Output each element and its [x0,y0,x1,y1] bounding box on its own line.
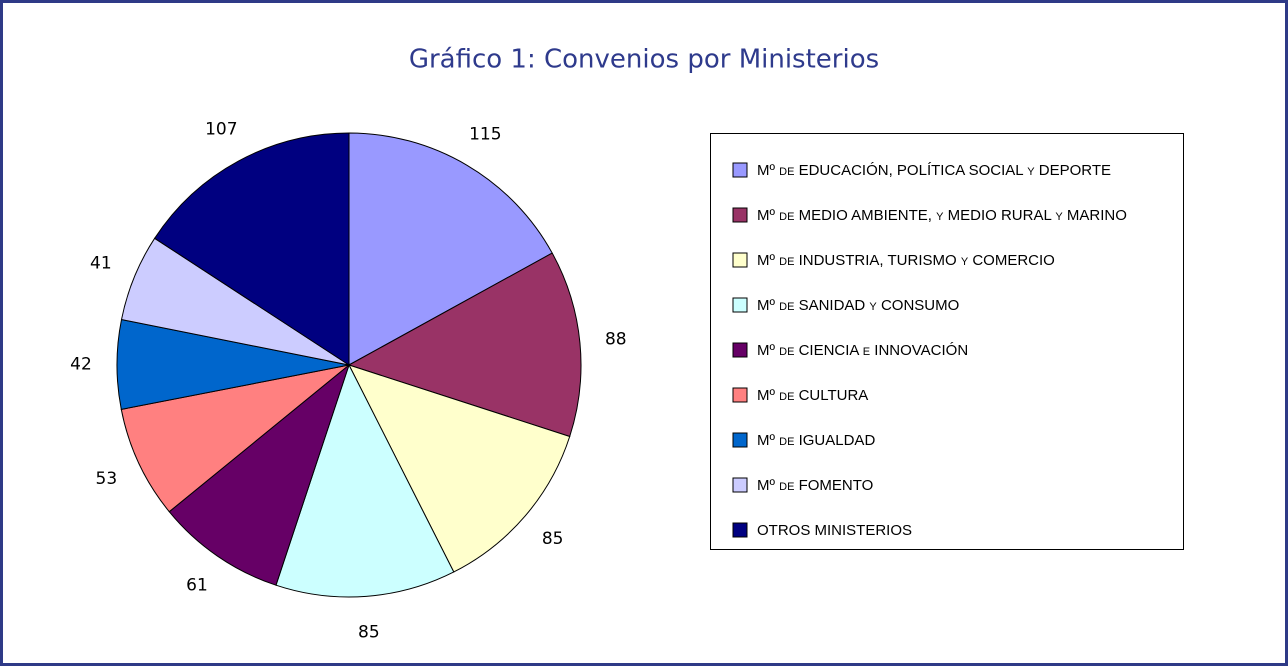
data-label: 53 [96,469,118,489]
legend-label: Mº de MEDIO AMBIENTE, y MEDIO RURAL y MA… [757,207,1127,224]
legend-swatch [732,342,748,358]
legend-swatch [732,252,748,268]
legend-swatch [732,297,748,313]
legend-label: Mº de INDUSTRIA, TURISMO y COMERCIO [757,252,1055,269]
pie-slice [347,252,582,438]
pie-slice [348,364,571,573]
pie-slice [348,132,553,366]
data-label: 88 [605,330,627,350]
legend-label: Mº de CIENCIA e INNOVACIÓN [757,342,968,359]
pie-slice [168,363,351,586]
data-label: 61 [186,576,208,596]
chart-title: Gráfico 1: Convenios por Ministerios [409,45,879,75]
data-label: 85 [358,622,380,642]
pie-slice [153,132,350,366]
data-label: 115 [469,124,501,144]
legend-swatch [732,522,748,538]
data-label: 107 [205,119,237,139]
pie-slice [275,363,455,598]
legend-label: OTROS MINISTERIOS [757,522,912,539]
legend-swatch [732,432,748,448]
data-label: 42 [70,354,92,374]
pie-slice [120,364,350,513]
legend-swatch [732,162,748,178]
legend-label: Mº de CULTURA [757,387,868,404]
legend-label: Mº de EDUCACIÓN, POLÍTICA SOCIAL y DEPOR… [757,162,1111,179]
legend-label: Mº de IGUALDAD [757,432,875,449]
legend-label: Mº de SANIDAD y CONSUMO [757,297,959,314]
legend-box [710,133,1184,550]
legend-swatch [732,477,748,493]
data-label: 85 [542,529,564,549]
legend-swatch [732,207,748,223]
legend-label: Mº de FOMENTO [757,477,873,494]
data-label: 41 [90,254,112,274]
legend-swatch [732,387,748,403]
